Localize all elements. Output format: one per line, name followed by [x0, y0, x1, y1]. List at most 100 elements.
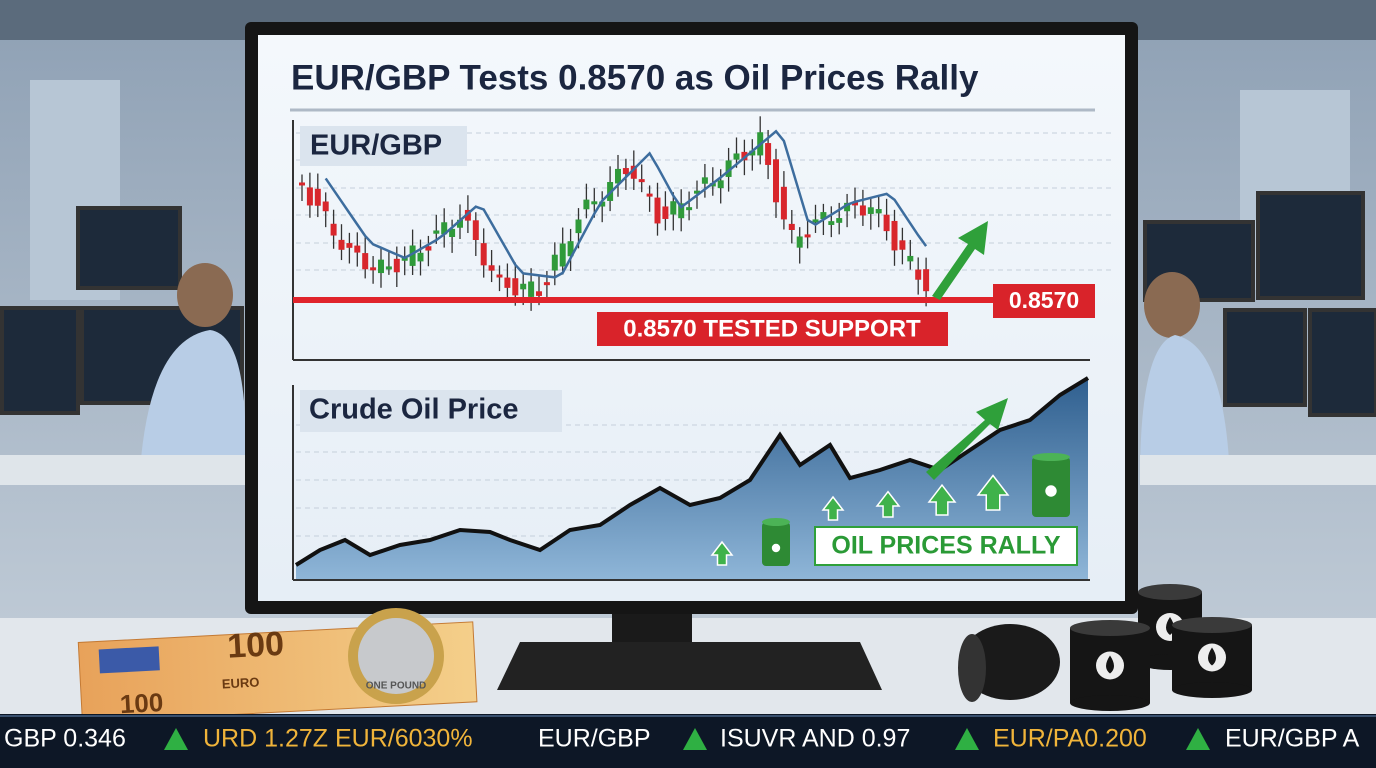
candle-body: [923, 269, 930, 292]
support-annotation: 0.8570 TESTED SUPPORT: [623, 315, 921, 342]
candle-body: [852, 201, 858, 206]
candle-body: [409, 245, 416, 266]
candle-body: [480, 243, 487, 266]
candle-body: [638, 179, 645, 183]
candle-body: [520, 283, 527, 290]
rally-annotation: OIL PRICES RALLY: [831, 532, 1061, 560]
candle-body: [749, 150, 756, 156]
candle-body: [670, 201, 677, 215]
rally-arrow: [926, 398, 1008, 480]
candle-body: [425, 246, 432, 251]
candle-body: [417, 252, 424, 262]
candle-body: [686, 207, 693, 211]
barrel-icon-top: [762, 518, 790, 526]
person-body: [140, 330, 246, 470]
candle-body: [615, 168, 621, 184]
barrel-icon-top: [1032, 453, 1070, 461]
candle-body: [717, 180, 724, 189]
candle-body: [654, 197, 661, 224]
candle-body: [828, 221, 835, 225]
candle-body: [338, 239, 345, 250]
candle-body: [370, 267, 377, 271]
barrel-top: [1172, 617, 1252, 633]
ticker-item: EUR/GBP: [538, 725, 651, 753]
banknote-value: 100: [119, 687, 164, 719]
candle-body: [725, 160, 732, 177]
up-arrow: [976, 474, 1010, 511]
candle-body: [907, 255, 914, 262]
candle-body: [441, 222, 448, 235]
barrel-drop: [1208, 647, 1216, 666]
barrel-lying: [960, 624, 1060, 700]
candle-body: [488, 265, 495, 271]
ticker-item: GBP 0.346: [4, 725, 126, 753]
oil-barrels: [958, 584, 1252, 711]
candle-body: [401, 257, 408, 261]
candle-body: [512, 278, 519, 296]
up-arrow: [821, 495, 845, 521]
candle-body: [504, 277, 511, 288]
rebound-arrow: [932, 221, 988, 300]
candle-body: [599, 201, 606, 207]
candle-body: [662, 206, 669, 219]
candle-body: [694, 190, 700, 194]
banknote-currency: EURO: [221, 675, 259, 692]
candle-body: [457, 219, 463, 228]
candle-body: [678, 203, 685, 219]
background-monitor: [1256, 191, 1365, 300]
coin-face: [358, 618, 434, 694]
background-desk: [1140, 455, 1376, 485]
candle-body: [875, 209, 882, 214]
ticker-item: EUR/GBP A: [1225, 725, 1360, 753]
banknote-value: 100: [226, 625, 285, 666]
background-monitor: [76, 206, 182, 290]
candle-body: [354, 245, 361, 253]
candle-body: [378, 259, 384, 274]
person-head: [1144, 272, 1200, 338]
up-arrow: [927, 483, 957, 516]
ticker-item: ISUVR AND 0.97: [720, 725, 910, 753]
panel-label-box: [300, 390, 562, 432]
candle-body: [449, 228, 456, 237]
candle-body: [891, 220, 898, 251]
banknote-flag: [98, 646, 160, 674]
level-tag: [993, 284, 1095, 318]
candle-body: [773, 159, 779, 203]
icon-barrels: [762, 453, 1070, 566]
candle-body: [780, 186, 787, 220]
ticker-arrow: [164, 728, 188, 750]
candle-body: [306, 187, 313, 206]
panel-label: EUR/GBP: [310, 130, 442, 162]
candle-body: [583, 199, 590, 210]
candle-body: [314, 188, 321, 206]
headline: EUR/GBP Tests 0.8570 as Oil Prices Rally: [291, 58, 979, 97]
candle-body: [915, 269, 922, 280]
person-body: [1140, 335, 1230, 480]
candle-body: [883, 214, 890, 232]
background-desk: [0, 455, 245, 485]
barrel-top: [1070, 620, 1150, 636]
candle-body: [496, 274, 503, 278]
candle-body: [630, 165, 637, 179]
barrel-icon-drop: [1045, 485, 1057, 497]
candle-body: [812, 219, 819, 223]
coin-text: ONE POUND: [366, 681, 427, 692]
panel-label-box: [300, 126, 467, 166]
barrel-bottom: [1070, 695, 1150, 711]
candle-body: [804, 234, 811, 238]
candle-body: [299, 182, 305, 186]
candle-body: [472, 220, 479, 240]
ticker-arrow: [1186, 728, 1210, 750]
candle-body: [788, 223, 795, 230]
candle-body: [567, 241, 574, 257]
candle-body: [701, 177, 708, 184]
candle-body: [433, 230, 440, 234]
rally-annotation-box: [814, 526, 1078, 566]
candle-body: [528, 281, 535, 297]
candle-body: [543, 282, 550, 286]
barrel-lying-end: [958, 634, 986, 702]
level-label: 0.8570: [1009, 287, 1079, 313]
candle-body: [393, 258, 400, 273]
